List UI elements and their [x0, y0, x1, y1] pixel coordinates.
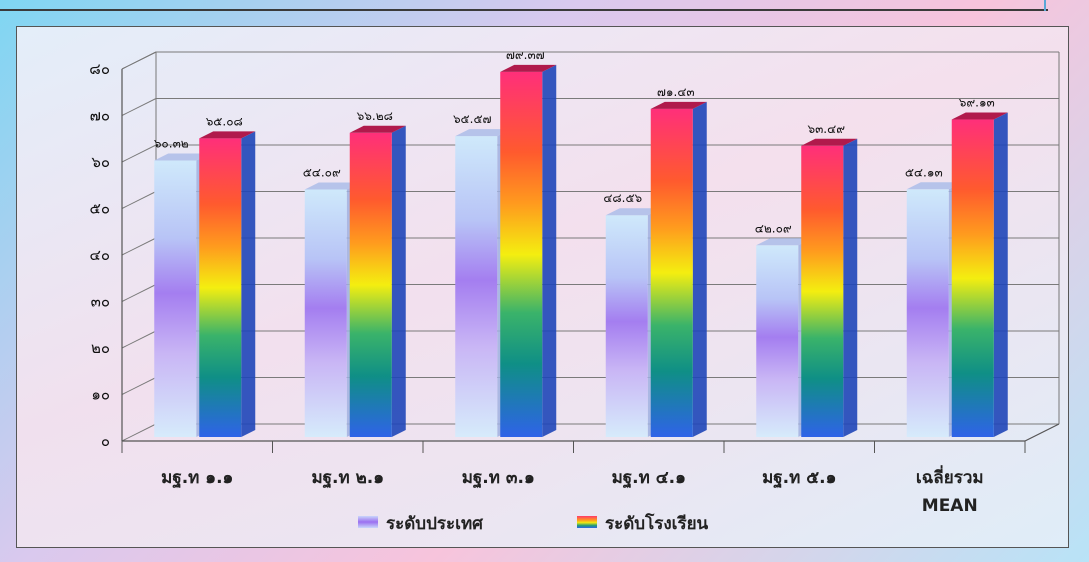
bar-value-label: ๖๐.๓๒: [154, 137, 189, 151]
bar-value-label: ๔๘.๕๖: [603, 191, 642, 205]
y-tick-label: ๗๐: [90, 107, 110, 125]
bar-value-label: ๗๑.๔๓: [657, 85, 695, 99]
bar-front: [154, 160, 197, 437]
bar-front: [801, 145, 844, 438]
y-tick-label: ๕๐: [89, 200, 110, 218]
bar-school: [951, 112, 1008, 437]
gridline-side: [121, 237, 157, 256]
bar-top: [906, 182, 963, 190]
bar-front: [906, 189, 949, 437]
bar-front: [304, 189, 347, 437]
x-category-label: มฐ.ท ๓.๑: [462, 468, 535, 489]
y-tick-label: ๑๐: [91, 386, 110, 404]
bar-front: [605, 215, 648, 437]
bar-top: [605, 208, 662, 216]
bar-value-label: ๕๔.๐๙: [303, 165, 341, 179]
bar-top: [199, 131, 256, 139]
bar-value-label: ๕๔.๑๓: [905, 165, 943, 179]
gridline-side: [121, 284, 157, 302]
bars: [154, 64, 1008, 438]
bar-front: [500, 71, 543, 437]
bar-front: [455, 136, 498, 438]
bar-school: [650, 101, 707, 438]
y-tick-label: ๔๐: [89, 246, 110, 264]
gridline-side: [121, 423, 157, 442]
bar-school: [199, 131, 256, 438]
x-category-label: MEAN: [922, 496, 978, 516]
bar-top: [801, 138, 858, 146]
bar-value-label: ๗๙.๓๗: [506, 48, 545, 62]
y-tick-label: ๖๐: [91, 153, 110, 171]
bar-school: [500, 64, 557, 437]
legend-swatch-school: [577, 516, 597, 528]
bar-front: [756, 245, 799, 437]
bar-value-label: ๖๕.๐๘: [206, 114, 243, 128]
bar-value-label: ๖๓.๔๙: [807, 122, 845, 136]
bar-side: [542, 64, 557, 437]
floor-edge: [1024, 423, 1060, 442]
top-rule: [0, 9, 1048, 11]
bar-side: [993, 112, 1008, 437]
x-category-label: มฐ.ท ๒.๑: [311, 468, 384, 489]
bar-school: [349, 125, 406, 437]
bar-top: [349, 125, 406, 133]
bar-value-label: ๖๖.๒๘: [357, 109, 393, 123]
y-tick-label: ๓๐: [91, 293, 110, 311]
legend-swatch-national: [358, 516, 378, 528]
bar-top: [951, 112, 1008, 120]
gridline-side: [121, 144, 157, 163]
bar-front: [349, 132, 392, 437]
gridline-side: [121, 377, 157, 395]
bar-value-label: ๖๙.๑๓: [959, 96, 995, 110]
x-category-label: มฐ.ท ๔.๑: [612, 468, 686, 489]
bar-front: [199, 138, 242, 438]
y-tick-label: ๒๐: [91, 339, 110, 357]
bar-value-label: ๖๕.๕๗: [453, 112, 492, 126]
bar-top: [154, 153, 211, 161]
x-category-label: เฉลี่ยรวม: [916, 465, 984, 488]
gridline-side: [121, 330, 157, 349]
bar-top: [756, 238, 813, 246]
bar-side: [241, 131, 256, 438]
bar-value-label: ๔๒.๐๙: [755, 221, 792, 235]
bar-side: [692, 101, 707, 438]
bar-top: [455, 129, 512, 137]
x-category-label: มฐ.ท ๑.๑: [161, 468, 233, 489]
bar-side: [391, 125, 406, 437]
y-tick-label: ๐: [101, 432, 110, 450]
bar-front: [951, 119, 994, 437]
bar-top: [500, 64, 557, 72]
legend-label-school: ระดับโรงเรียน: [605, 513, 709, 534]
bar-top: [650, 101, 707, 109]
gridline-side: [121, 98, 157, 116]
bar-side: [843, 138, 858, 438]
legend: ระดับประเทศ ระดับโรงเรียน: [358, 513, 709, 534]
top-side-edge: [121, 51, 157, 70]
bar-school: [801, 138, 858, 438]
y-tick-label: ๘๐: [89, 60, 110, 78]
bar-top: [304, 182, 361, 190]
corner-mark: [1044, 0, 1046, 11]
gridline-side: [121, 191, 157, 209]
bar-front: [650, 108, 693, 438]
legend-label-national: ระดับประเทศ: [386, 514, 484, 534]
x-category-label: มฐ.ท ๕.๑: [762, 468, 836, 489]
